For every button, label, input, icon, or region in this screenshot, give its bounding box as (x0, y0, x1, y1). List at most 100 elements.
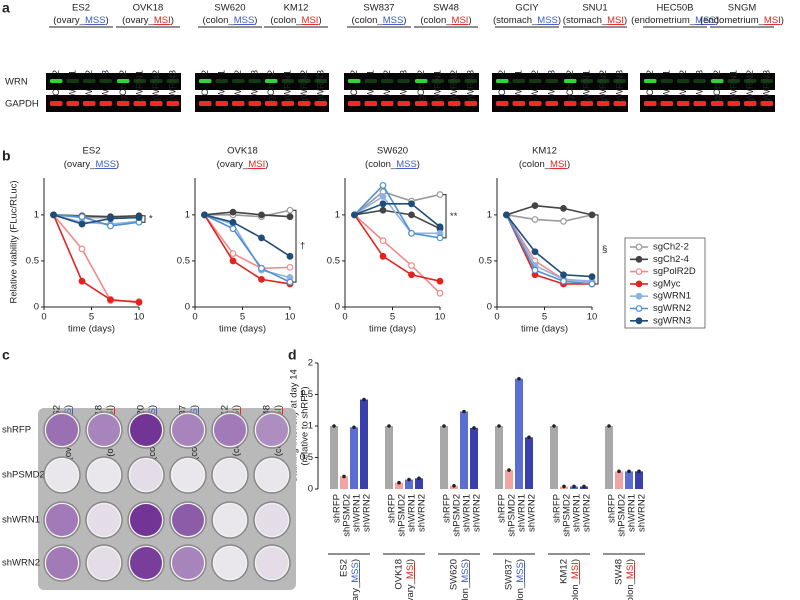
subtitle-close: ) (318, 15, 321, 26)
subtitle-close: ) (405, 559, 416, 562)
point (107, 296, 114, 304)
gapdh-band (265, 101, 278, 106)
y-tick-label: 0 (487, 302, 492, 313)
row-label: shRFP (2, 425, 31, 436)
wrn-band (760, 79, 773, 83)
lane-label: sgCh2-2 (416, 70, 427, 106)
subtitle-tissue: (colon_ (420, 15, 452, 26)
subtitle-close: ) (716, 15, 719, 26)
condition-label: shWRN1 (462, 494, 473, 532)
point (229, 225, 237, 233)
subtitle-tissue: (stomach_ (493, 15, 538, 26)
lane-label: sgWRN2 (449, 70, 460, 108)
dot (397, 480, 401, 485)
point (408, 211, 415, 219)
dot (517, 376, 521, 381)
subtitle-tissue: (colon_ (460, 582, 471, 600)
wrn-band (83, 79, 96, 83)
bar (405, 479, 413, 489)
point (560, 277, 567, 285)
subtitle: (colon_MSS) (365, 159, 420, 170)
x-tick-label: 0 (41, 312, 46, 323)
bar (415, 478, 423, 489)
condition-label: shRFP (442, 494, 453, 523)
well (169, 456, 207, 494)
dot (607, 424, 611, 428)
gapdh-band (117, 101, 130, 106)
dot (452, 484, 456, 488)
point (229, 257, 237, 265)
wrn-band (66, 79, 79, 83)
wrn-band (397, 79, 410, 83)
subtitle-tissue: (colon_ (365, 159, 397, 170)
subtitle-close: ) (265, 159, 268, 170)
cell-line: SNU1 (582, 3, 607, 14)
gapdh-band (448, 101, 461, 106)
legend-label: sgPolR2D (653, 266, 696, 277)
subtitle-status: MSI (248, 159, 265, 170)
condition-label: shPSMD2 (397, 494, 408, 537)
gapdh-band (397, 101, 410, 106)
dot (352, 425, 356, 430)
x-tick-label: 10 (587, 312, 598, 323)
gapdh-band (580, 101, 593, 106)
well-stain (256, 504, 288, 536)
subtitle: (colon_MSS) (515, 559, 526, 600)
point (531, 216, 539, 223)
subtitle: (endometrium_MSI) (700, 15, 784, 26)
condition-label: shWRN2 (362, 494, 373, 532)
y-tick-label: 0 (34, 302, 39, 313)
wrn-band (117, 79, 130, 83)
condition-label: shPSMD2 (452, 494, 463, 537)
gapdh-band (644, 101, 657, 106)
gapdh-band (660, 101, 673, 106)
lane-label: sgWRN1 (282, 70, 293, 108)
gapdh-band (364, 101, 377, 106)
subtitle-close: ) (781, 15, 784, 26)
point (286, 213, 294, 221)
wrn-band (314, 79, 327, 83)
cell-line: SW48 (433, 3, 459, 14)
blot (640, 95, 775, 112)
point (78, 277, 86, 285)
blot (195, 73, 329, 90)
point (78, 245, 86, 253)
cell-line: SW837 (363, 3, 394, 14)
y-tick-label: 1 (185, 209, 190, 220)
x-tick-label: 5 (390, 312, 395, 323)
panel-label: a (2, 0, 10, 16)
subtitle-tissue: (colon_ (570, 578, 581, 600)
gapdh-band (50, 101, 63, 106)
bar (605, 426, 613, 489)
gapdh-band (693, 101, 706, 106)
subtitle-tissue: (ovary_ (64, 159, 96, 170)
well-stain (88, 504, 120, 536)
legend-marker (635, 305, 643, 312)
well-stain (88, 414, 120, 446)
legend-label: sgCh2-2 (653, 242, 689, 253)
legend-marker (635, 280, 643, 288)
y-tick-label: 1.5 (300, 389, 313, 400)
blot (46, 73, 181, 90)
series-line (505, 214, 593, 282)
legend-marker (635, 268, 643, 276)
series-line (506, 214, 593, 223)
blot (640, 73, 775, 90)
gapdh-band (727, 101, 740, 106)
cell-line: ES2 (72, 3, 90, 14)
point (135, 214, 143, 222)
series-line (505, 214, 593, 285)
series-line (204, 209, 291, 218)
wrn-band (199, 79, 212, 83)
subtitle-close: ) (460, 559, 471, 562)
bracket (293, 209, 297, 283)
point (408, 200, 415, 208)
condition-label: shPSMD2 (617, 494, 628, 537)
dot (472, 426, 476, 430)
subtitle-close: ) (570, 559, 581, 562)
gapdh-band (66, 101, 79, 106)
point (560, 271, 567, 279)
wrn-band (545, 79, 558, 83)
well-stain (130, 414, 162, 446)
